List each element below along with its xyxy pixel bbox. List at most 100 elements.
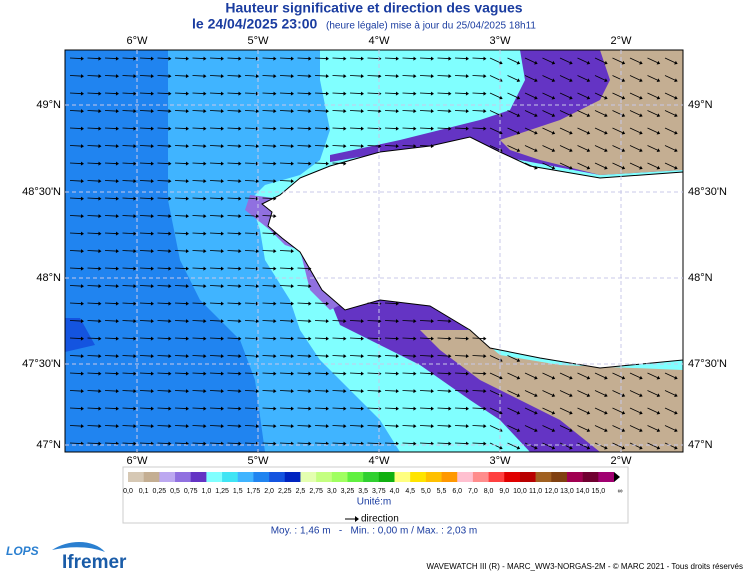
wave-arrow (192, 161, 207, 166)
arrow-head (185, 319, 189, 324)
arrow-head (255, 74, 259, 79)
wave-arrow (524, 372, 538, 380)
arrow-shaft (157, 92, 169, 94)
arrow-shaft (384, 57, 397, 59)
arrow-shaft (332, 75, 344, 77)
wave-arrow (279, 109, 294, 114)
wave-arrow (384, 91, 399, 96)
arrow-shaft (104, 215, 117, 217)
legend-direction: direction (361, 514, 399, 525)
arrow-shaft (349, 92, 362, 94)
arrow-head (290, 249, 294, 254)
arrow-shaft (227, 407, 239, 409)
arrow-shaft (104, 372, 117, 374)
arrow-head (604, 410, 608, 415)
arrow-head (360, 371, 364, 376)
wave-arrow (647, 145, 661, 152)
arrow-shaft (104, 75, 117, 77)
arrow-shaft (577, 110, 588, 116)
wave-arrow (402, 406, 417, 411)
wave-arrow (174, 249, 189, 254)
arrow-shaft (594, 407, 606, 414)
arrow-shaft (104, 302, 117, 304)
wave-arrow (139, 284, 154, 289)
arrow-shaft (559, 407, 571, 414)
arrow-head (516, 113, 521, 117)
arrow-shaft (174, 232, 187, 234)
wave-arrow (174, 56, 189, 61)
arrow-shaft (262, 57, 274, 59)
color-swatch (253, 472, 270, 482)
arrow-head (516, 148, 521, 152)
arrow-shaft (454, 110, 467, 112)
arrow-head (656, 445, 661, 450)
arrow-shaft (384, 127, 397, 129)
wave-arrow (454, 354, 469, 359)
arrow-shaft (122, 302, 134, 304)
wave-arrow (419, 144, 434, 149)
arrow-shaft (174, 75, 187, 77)
wave-arrow (262, 196, 277, 201)
arrow-shaft (559, 75, 571, 81)
arrow-head (308, 126, 312, 131)
arrow-head (308, 109, 312, 114)
wave-arrow (192, 319, 207, 324)
arrow-head (115, 371, 119, 376)
arrow-shaft (629, 162, 641, 169)
wave-arrow (664, 390, 678, 397)
arrow-head (430, 406, 434, 411)
arrow-shaft (209, 425, 222, 427)
arrow-shaft (384, 145, 397, 147)
wave-arrow (174, 74, 189, 79)
color-swatch (394, 472, 411, 482)
arrow-shaft (139, 197, 152, 199)
arrow-shaft (139, 425, 152, 427)
arrow-head (516, 78, 521, 82)
arrow-head (220, 389, 224, 394)
arrow-head (360, 424, 364, 429)
arrow-head (220, 196, 224, 201)
wave-arrow (69, 249, 84, 254)
arrow-shaft (577, 425, 588, 431)
wave-arrow (664, 75, 678, 82)
arrow-head (448, 91, 452, 96)
wave-arrow (454, 424, 469, 429)
arrow-head (168, 109, 172, 114)
arrow-shaft (69, 232, 82, 234)
arrow-head (534, 410, 538, 415)
wave-arrow (227, 319, 242, 324)
arrow-shaft (174, 390, 187, 392)
wave-arrow (244, 74, 259, 79)
arrow-head (569, 375, 573, 380)
color-label: 12,0 (544, 488, 558, 495)
color-swatch (300, 472, 317, 482)
arrow-shaft (122, 145, 134, 147)
arrow-shaft (402, 110, 414, 112)
arrow-shaft (139, 337, 152, 339)
arrow-shaft (349, 372, 362, 374)
arrow-head (516, 358, 521, 362)
wave-arrow (297, 354, 312, 359)
wave-arrow (279, 371, 294, 376)
arrow-shaft (577, 75, 588, 81)
arrow-shaft (314, 320, 327, 322)
arrow-head (448, 126, 452, 131)
arrow-shaft (279, 250, 292, 252)
arrow-head (395, 389, 399, 394)
arrow-shaft (297, 302, 309, 304)
arrow-shaft (209, 75, 222, 77)
arrow-head (465, 406, 469, 411)
arrow-head (203, 161, 207, 166)
arrow-shaft (454, 425, 467, 427)
arrow-shaft (349, 57, 362, 59)
wave-arrow (244, 319, 259, 324)
arrow-shaft (157, 232, 169, 234)
arrow-head (98, 354, 102, 359)
wave-arrow (174, 319, 189, 324)
wave-arrow (332, 126, 347, 131)
arrow-shaft (542, 127, 553, 134)
arrow-head (621, 113, 626, 117)
arrow-shaft (244, 110, 257, 112)
arrow-head (203, 441, 207, 446)
arrow-head (133, 336, 137, 341)
